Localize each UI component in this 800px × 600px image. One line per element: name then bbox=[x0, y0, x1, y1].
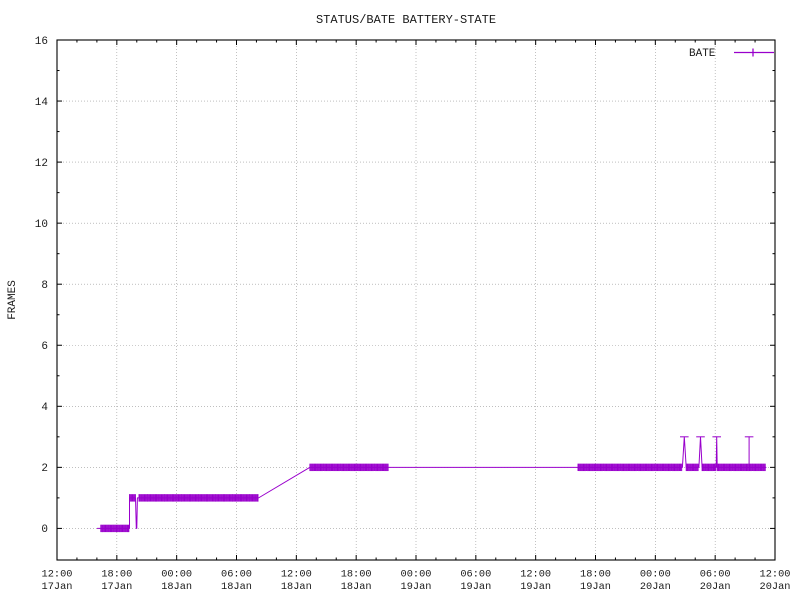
svg-text:20Jan: 20Jan bbox=[640, 581, 671, 593]
svg-text:18Jan: 18Jan bbox=[161, 581, 192, 593]
svg-text:19Jan: 19Jan bbox=[401, 581, 432, 593]
svg-text:17Jan: 17Jan bbox=[42, 581, 73, 593]
svg-text:FRAMES: FRAMES bbox=[7, 280, 19, 320]
svg-text:16: 16 bbox=[35, 36, 48, 48]
svg-text:12:00: 12:00 bbox=[760, 569, 791, 581]
svg-text:14: 14 bbox=[35, 97, 49, 109]
svg-text:12: 12 bbox=[35, 158, 48, 170]
svg-text:12:00: 12:00 bbox=[281, 569, 312, 581]
svg-text:4: 4 bbox=[41, 402, 48, 414]
svg-text:00:00: 00:00 bbox=[161, 569, 192, 581]
svg-text:19Jan: 19Jan bbox=[460, 581, 491, 593]
svg-text:19Jan: 19Jan bbox=[520, 581, 551, 593]
svg-text:18Jan: 18Jan bbox=[221, 581, 252, 593]
svg-text:STATUS/BATE BATTERY-STATE: STATUS/BATE BATTERY-STATE bbox=[316, 13, 496, 27]
svg-text:19Jan: 19Jan bbox=[580, 581, 611, 593]
svg-text:18:00: 18:00 bbox=[341, 569, 372, 581]
svg-text:06:00: 06:00 bbox=[221, 569, 252, 581]
svg-text:8: 8 bbox=[41, 280, 48, 292]
svg-text:00:00: 00:00 bbox=[401, 569, 432, 581]
svg-text:20Jan: 20Jan bbox=[760, 581, 791, 593]
svg-text:17Jan: 17Jan bbox=[101, 581, 132, 593]
svg-text:12:00: 12:00 bbox=[520, 569, 551, 581]
svg-text:2: 2 bbox=[41, 463, 48, 475]
svg-text:18:00: 18:00 bbox=[580, 569, 611, 581]
svg-text:18:00: 18:00 bbox=[101, 569, 132, 581]
svg-text:12:00: 12:00 bbox=[42, 569, 73, 581]
svg-text:18Jan: 18Jan bbox=[281, 581, 312, 593]
svg-text:10: 10 bbox=[35, 219, 48, 231]
svg-text:00:00: 00:00 bbox=[640, 569, 671, 581]
svg-text:BATE: BATE bbox=[689, 48, 716, 60]
svg-text:18Jan: 18Jan bbox=[341, 581, 372, 593]
svg-text:6: 6 bbox=[41, 341, 48, 353]
svg-text:20Jan: 20Jan bbox=[700, 581, 731, 593]
svg-text:06:00: 06:00 bbox=[460, 569, 491, 581]
svg-text:06:00: 06:00 bbox=[700, 569, 731, 581]
svg-text:0: 0 bbox=[41, 524, 48, 536]
